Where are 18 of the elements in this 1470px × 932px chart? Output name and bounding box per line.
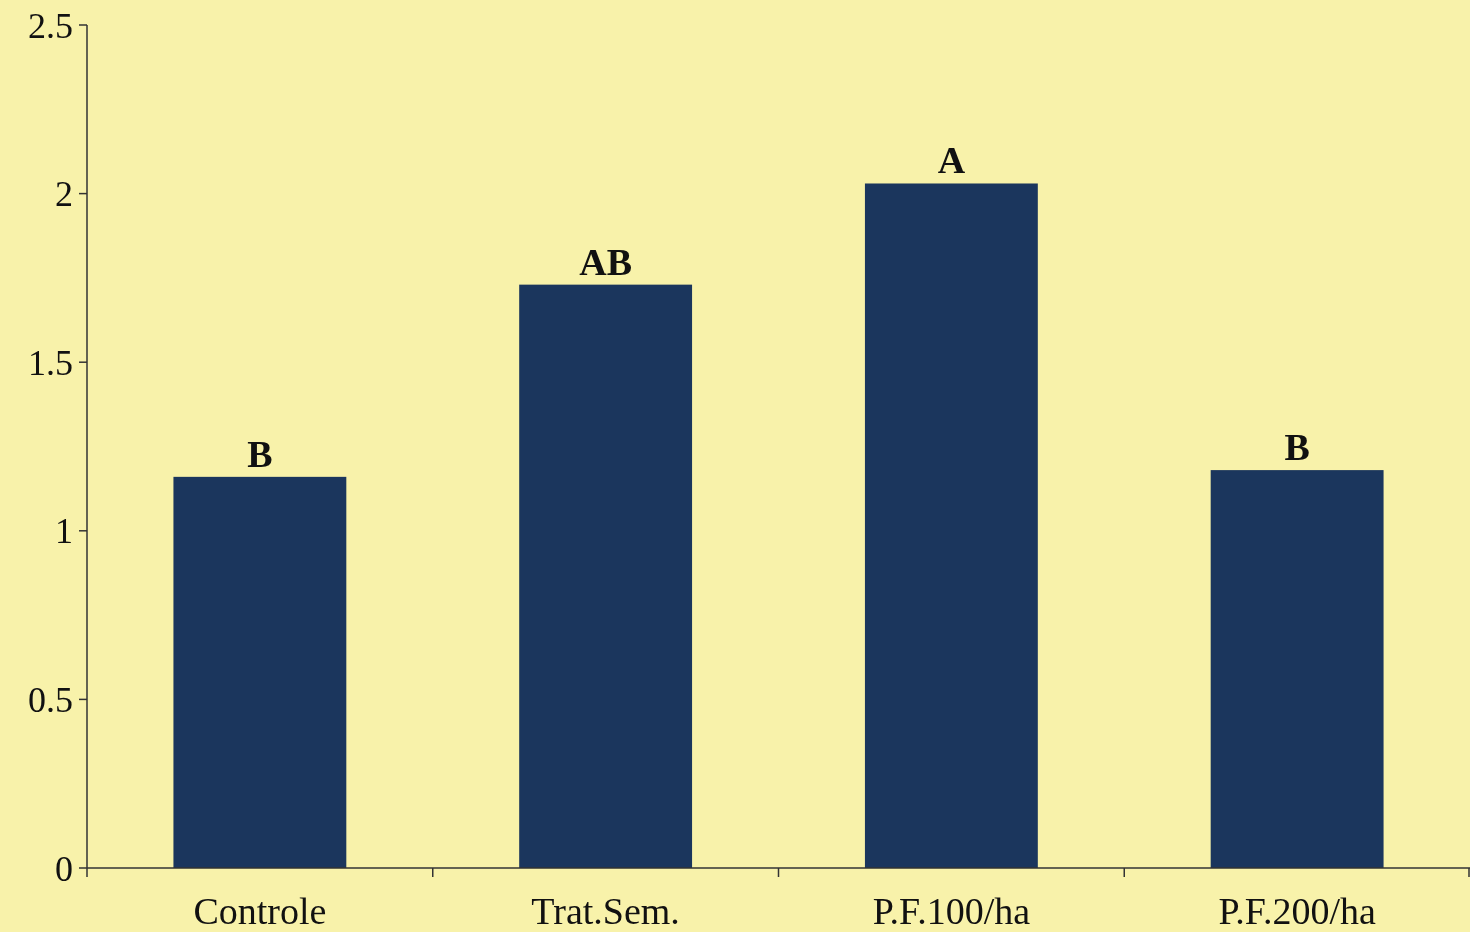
annotation: AB	[579, 240, 633, 283]
annotation: A	[937, 139, 966, 182]
x-tick-label: Trat.Sem.	[531, 890, 680, 932]
bar	[519, 284, 693, 868]
y-tick-label: 2	[55, 174, 73, 215]
bar	[173, 476, 347, 868]
y-tick-label: 1	[55, 511, 73, 552]
x-tick-label: Controle	[193, 890, 327, 932]
y-tick-label: 2.5	[28, 5, 73, 46]
y-tick-label: 0.5	[28, 680, 73, 720]
x-tick-label: P.F.100/ha	[872, 890, 1031, 932]
annotation: B	[1284, 426, 1310, 469]
y-tick-label: 1.5	[28, 342, 73, 383]
bar	[1210, 470, 1384, 868]
x-tick-label: P.F.200/ha	[1218, 890, 1376, 932]
bar	[864, 183, 1038, 868]
annotation: B	[247, 432, 273, 475]
y-tick-label: 0	[55, 848, 73, 889]
